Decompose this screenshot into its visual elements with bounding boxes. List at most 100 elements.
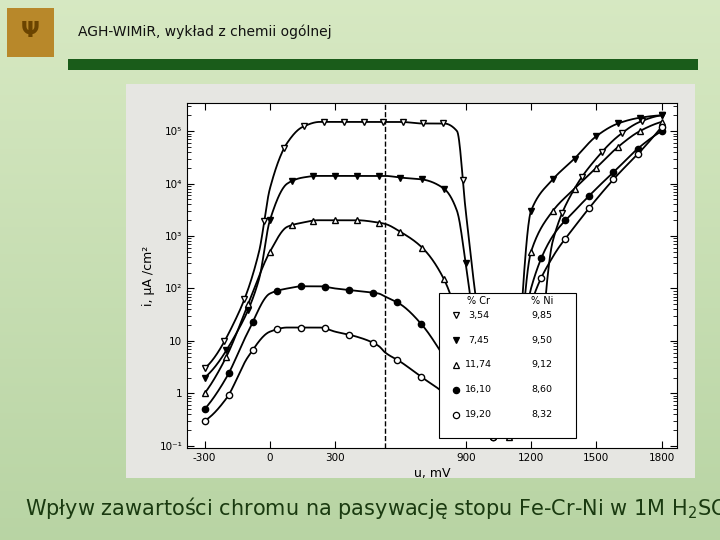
Bar bbox=[0, 46, 720, 49]
Bar bbox=[0, 124, 720, 127]
Bar bbox=[0, 308, 720, 310]
Bar bbox=[0, 270, 720, 273]
Text: 8,60: 8,60 bbox=[531, 386, 553, 394]
Bar bbox=[0, 378, 720, 381]
Bar bbox=[0, 197, 720, 200]
Bar bbox=[0, 178, 720, 181]
Bar bbox=[0, 359, 720, 362]
Bar bbox=[0, 456, 720, 459]
Bar bbox=[0, 338, 720, 340]
Bar bbox=[0, 43, 720, 46]
Bar bbox=[0, 329, 720, 332]
Bar bbox=[0, 146, 720, 148]
Bar bbox=[0, 321, 720, 324]
Bar bbox=[0, 437, 720, 440]
Bar bbox=[0, 351, 720, 354]
Bar bbox=[0, 143, 720, 146]
Text: 19,20: 19,20 bbox=[465, 410, 492, 419]
Bar bbox=[0, 240, 720, 243]
Bar bbox=[0, 24, 720, 27]
Bar bbox=[0, 8, 720, 11]
Bar bbox=[0, 35, 720, 38]
Bar bbox=[0, 189, 720, 192]
Bar bbox=[0, 273, 720, 275]
Bar bbox=[0, 451, 720, 454]
Text: % Ni: % Ni bbox=[531, 296, 554, 306]
Bar bbox=[0, 49, 720, 51]
Bar bbox=[0, 232, 720, 235]
Bar bbox=[0, 248, 720, 251]
Bar bbox=[0, 103, 720, 105]
Bar bbox=[0, 300, 720, 302]
Bar bbox=[0, 200, 720, 202]
Bar bbox=[0, 343, 720, 346]
Bar bbox=[0, 186, 720, 189]
Bar bbox=[0, 370, 720, 373]
Bar bbox=[0, 108, 720, 111]
Bar bbox=[0, 57, 720, 59]
Bar bbox=[0, 148, 720, 151]
Bar bbox=[0, 165, 720, 167]
Bar bbox=[0, 489, 720, 491]
Bar bbox=[0, 224, 720, 227]
Bar bbox=[0, 335, 720, 338]
Bar bbox=[0, 397, 720, 400]
Bar bbox=[0, 97, 720, 100]
Bar bbox=[0, 111, 720, 113]
Text: AGH-WIMiR, wykład z chemii ogólnej: AGH-WIMiR, wykład z chemii ogólnej bbox=[78, 24, 331, 39]
Bar bbox=[0, 76, 720, 78]
Bar bbox=[0, 440, 720, 443]
Bar bbox=[0, 256, 720, 259]
Bar bbox=[0, 429, 720, 432]
Bar bbox=[0, 170, 720, 173]
Bar bbox=[0, 157, 720, 159]
Bar bbox=[0, 424, 720, 427]
Bar bbox=[0, 254, 720, 256]
Bar bbox=[0, 246, 720, 248]
Bar bbox=[0, 537, 720, 540]
Bar bbox=[0, 0, 720, 3]
Bar bbox=[0, 154, 720, 157]
Bar bbox=[0, 294, 720, 297]
Bar bbox=[0, 251, 720, 254]
Bar bbox=[0, 313, 720, 316]
Bar bbox=[0, 3, 720, 5]
Text: 9,50: 9,50 bbox=[531, 335, 553, 345]
Bar bbox=[0, 167, 720, 170]
Bar bbox=[0, 116, 720, 119]
Bar bbox=[0, 89, 720, 92]
Bar bbox=[0, 94, 720, 97]
Bar bbox=[0, 327, 720, 329]
Bar bbox=[0, 508, 720, 510]
Bar bbox=[0, 105, 720, 108]
Text: 16,10: 16,10 bbox=[465, 386, 492, 394]
Bar bbox=[0, 81, 720, 84]
Text: 11,74: 11,74 bbox=[465, 360, 492, 369]
Bar bbox=[0, 230, 720, 232]
Bar bbox=[0, 302, 720, 305]
Bar bbox=[0, 316, 720, 319]
Bar bbox=[0, 86, 720, 89]
Bar bbox=[0, 373, 720, 375]
Bar bbox=[0, 289, 720, 292]
Bar bbox=[0, 243, 720, 246]
Bar bbox=[0, 92, 720, 94]
Bar bbox=[0, 356, 720, 359]
Bar bbox=[0, 510, 720, 513]
Bar bbox=[0, 518, 720, 521]
Bar bbox=[0, 410, 720, 413]
Bar bbox=[0, 340, 720, 343]
Bar bbox=[0, 362, 720, 364]
Bar bbox=[0, 40, 720, 43]
Bar bbox=[0, 59, 720, 62]
Bar bbox=[0, 132, 720, 135]
Bar bbox=[0, 113, 720, 116]
Bar bbox=[0, 62, 720, 65]
Bar bbox=[0, 235, 720, 238]
Bar bbox=[0, 278, 720, 281]
Text: Wpływ zawartości chromu na pasywację stopu Fe-Cr-Ni w 1M H$_2$SO$_4$.: Wpływ zawartości chromu na pasywację sto… bbox=[24, 495, 720, 521]
Bar bbox=[0, 292, 720, 294]
Bar bbox=[0, 478, 720, 481]
Bar bbox=[0, 11, 720, 14]
Text: 9,85: 9,85 bbox=[531, 310, 553, 320]
